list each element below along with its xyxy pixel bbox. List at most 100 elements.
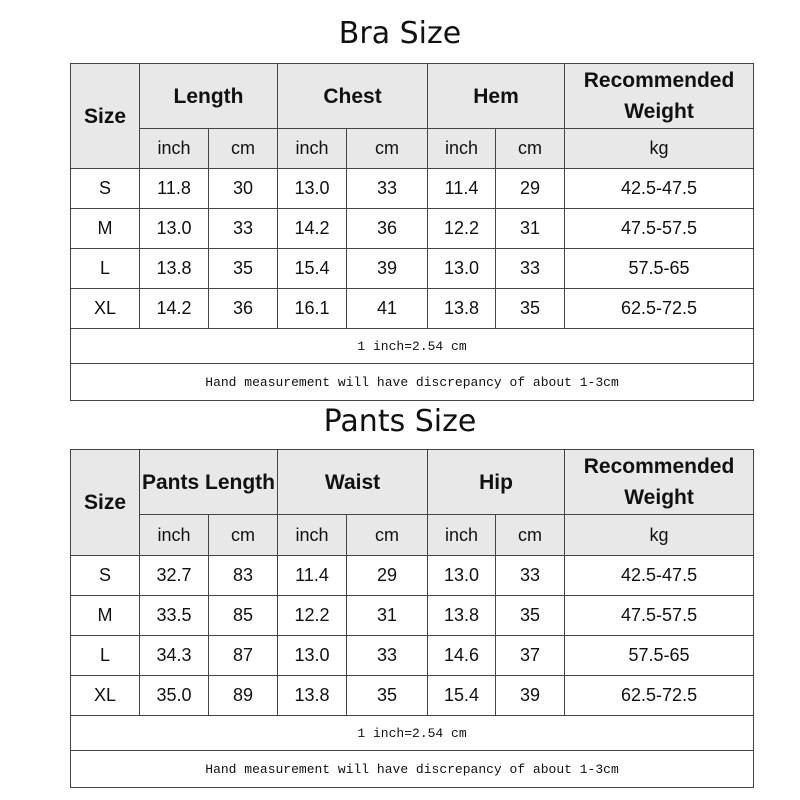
data-cell: 29 — [495, 168, 566, 209]
size-table: Size Pants Length Waist Hip Recommended Weig… — [69, 449, 755, 788]
unit-cell: cm — [346, 514, 429, 556]
data-cell: 85 — [207, 595, 279, 636]
header-cell: Size — [70, 63, 140, 169]
data-cell: 39 — [346, 248, 429, 289]
data-cell: 12.2 — [277, 595, 348, 636]
note-row: 1 inch=2.54 cm — [69, 715, 755, 751]
note-row: 1 inch=2.54 cm — [69, 328, 755, 364]
size-table: Size Length Chest Hem Recommended Weight inch… — [69, 63, 755, 401]
data-cell: M — [70, 595, 140, 636]
unit-cell: cm — [495, 128, 566, 169]
data-cell: 35 — [495, 288, 566, 329]
header-cell: Pants Length — [138, 449, 279, 515]
data-cell: 47.5-57.5 — [564, 595, 755, 636]
data-row: S 11.8 30 13.0 33 11.4 29 42.5-47.5 — [70, 168, 755, 209]
data-cell: 14.6 — [427, 635, 497, 676]
unit-cell: kg — [564, 128, 755, 169]
note-cell: 1 inch=2.54 cm — [69, 715, 755, 751]
data-cell: 87 — [207, 635, 279, 676]
data-cell: 13.8 — [427, 595, 497, 636]
unit-row: inch cm inch cm inch cm kg — [71, 128, 755, 169]
title: Pants Size — [323, 404, 477, 439]
note-cell: Hand measurement will have discrepancy o… — [69, 363, 755, 401]
data-row: XL 35.0 89 13.8 35 15.4 39 62.5-72.5 — [70, 675, 755, 716]
data-cell: 35.0 — [139, 675, 209, 716]
data-cell: 35 — [495, 595, 566, 636]
data-cell: 42.5-47.5 — [564, 168, 755, 209]
data-row: M 13.0 33 14.2 36 12.2 31 47.5-57.5 — [70, 208, 755, 249]
data-cell: 13.8 — [139, 248, 209, 289]
unit-cell: inch — [277, 128, 348, 169]
data-cell: 13.0 — [277, 168, 348, 209]
data-cell: 33.5 — [139, 595, 209, 636]
data-cell: 14.2 — [277, 208, 348, 249]
data-cell: 41 — [346, 288, 429, 329]
data-cell: 12.2 — [427, 208, 497, 249]
data-cell: 35 — [207, 248, 279, 289]
unit-cell: inch — [277, 514, 348, 556]
data-cell: 33 — [495, 248, 566, 289]
data-cell: 33 — [346, 635, 429, 676]
header-cell: Chest — [277, 63, 429, 129]
data-row: XL 14.2 36 16.1 41 13.8 35 62.5-72.5 — [70, 288, 755, 329]
data-cell: 89 — [207, 675, 279, 716]
header-cell: Hip — [427, 449, 566, 515]
unit-cell: cm — [207, 514, 279, 556]
data-cell: 83 — [207, 555, 279, 596]
unit-cell: cm — [346, 128, 429, 169]
data-cell: 57.5-65 — [564, 635, 755, 676]
data-cell: L — [70, 635, 140, 676]
header-cell: Size — [70, 449, 140, 556]
data-cell: S — [70, 168, 140, 209]
note-row: Hand measurement will have discrepancy o… — [69, 363, 755, 401]
header-cell: Waist — [277, 449, 429, 515]
data-cell: 13.0 — [427, 555, 497, 596]
data-row: M 33.5 85 12.2 31 13.8 35 47.5-57.5 — [70, 595, 755, 636]
data-cell: 31 — [346, 595, 429, 636]
data-cell: 15.4 — [277, 248, 348, 289]
data-cell: 13.8 — [427, 288, 497, 329]
data-cell: 32.7 — [139, 555, 209, 596]
unit-cell: cm — [495, 514, 566, 556]
unit-cell: cm — [207, 128, 279, 169]
data-cell: 13.0 — [139, 208, 209, 249]
data-cell: XL — [70, 288, 140, 329]
data-cell: 14.2 — [139, 288, 209, 329]
data-cell: 29 — [346, 555, 429, 596]
data-cell: 36 — [346, 208, 429, 249]
data-cell: 13.8 — [277, 675, 348, 716]
data-cell: 31 — [495, 208, 566, 249]
data-row: L 34.3 87 13.0 33 14.6 37 57.5-65 — [70, 635, 755, 676]
header-cell: Recommended Weight — [564, 63, 755, 129]
data-cell: 30 — [207, 168, 279, 209]
data-cell: 33 — [207, 208, 279, 249]
note-row: Hand measurement will have discrepancy o… — [69, 750, 755, 788]
header-cell: Length — [138, 63, 279, 129]
data-row: L 13.8 35 15.4 39 13.0 33 57.5-65 — [70, 248, 755, 289]
unit-cell: kg — [564, 514, 755, 556]
header-cell: Hem — [427, 63, 566, 129]
data-cell: 33 — [495, 555, 566, 596]
data-cell: XL — [70, 675, 140, 716]
header-cell: Recommended Weight — [564, 449, 755, 515]
data-cell: 47.5-57.5 — [564, 208, 755, 249]
data-cell: 11.4 — [277, 555, 348, 596]
data-cell: 37 — [495, 635, 566, 676]
data-cell: 13.0 — [277, 635, 348, 676]
data-cell: S — [70, 555, 140, 596]
title: Bra Size — [338, 16, 462, 51]
data-row: S 32.7 83 11.4 29 13.0 33 42.5-47.5 — [70, 555, 755, 596]
data-cell: 34.3 — [139, 635, 209, 676]
header-row: Size Pants Length Waist Hip Recommended Weig… — [70, 449, 755, 556]
data-cell: 62.5-72.5 — [564, 288, 755, 329]
data-cell: 13.0 — [427, 248, 497, 289]
note-cell: Hand measurement will have discrepancy o… — [69, 750, 755, 788]
data-cell: 39 — [495, 675, 566, 716]
data-cell: 62.5-72.5 — [564, 675, 755, 716]
data-cell: 15.4 — [427, 675, 497, 716]
data-cell: 36 — [207, 288, 279, 329]
unit-row: inch cm inch cm inch cm kg — [71, 514, 755, 556]
header-row: Size Length Chest Hem Recommended Weight — [70, 63, 755, 169]
unit-cell: inch — [139, 514, 209, 556]
unit-cell: inch — [427, 128, 497, 169]
